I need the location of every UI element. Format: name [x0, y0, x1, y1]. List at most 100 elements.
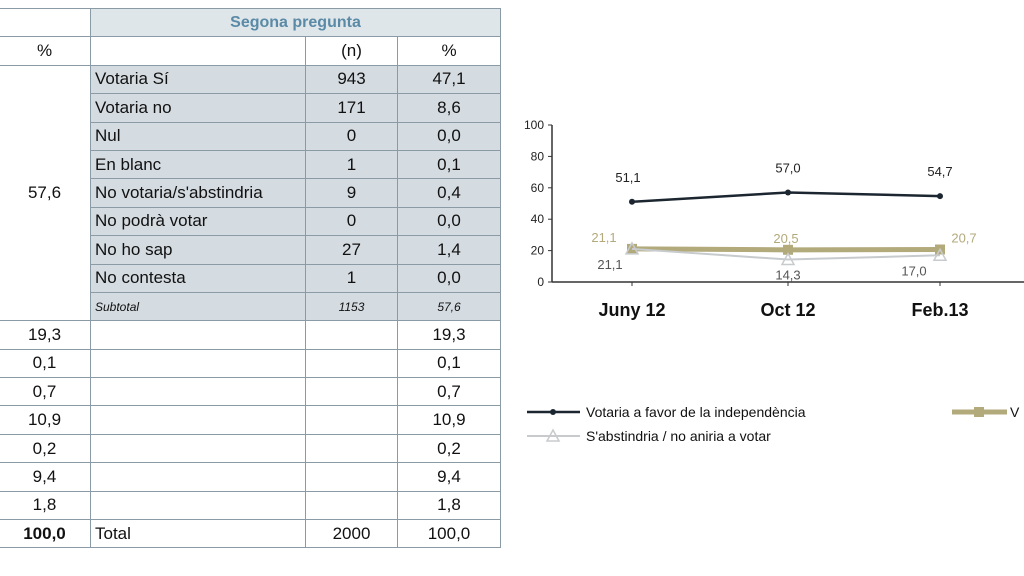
subtotal-count: 1153 — [305, 291, 398, 322]
row-percent-right: 19,3 — [397, 320, 501, 350]
survey-table: Segona pregunta% (n)% 57,6 Votaria Sí 943 47,… — [0, 7, 501, 549]
y-tick-label: 40 — [531, 212, 545, 226]
line-chart-svg: 0 20 40 60 80 100 Juny 12 Oct 12 Feb.13 51,1 57,0 5… — [524, 118, 1024, 444]
answer-label: Nul — [90, 121, 306, 151]
row-percent-right: 0,1 — [397, 348, 501, 379]
header-empty-cell — [0, 7, 91, 38]
table-row: Votaria no 171 8,6 — [0, 93, 501, 123]
answer-count: 9 — [305, 178, 398, 208]
answer-percent: 0,0 — [397, 121, 501, 151]
column-header: (n) — [305, 36, 398, 66]
row-empty-label — [90, 490, 306, 521]
table-row: No contesta 1 0,0 — [0, 263, 501, 293]
data-point — [629, 198, 635, 205]
answer-label: No podrà votar — [90, 206, 306, 237]
subtotal-percent: 57,6 — [397, 291, 501, 322]
answer-count: 1 — [305, 149, 398, 180]
table-row: No votaria/s'abstindria 9 0,4 — [0, 178, 501, 208]
answer-label: En blanc — [90, 149, 306, 180]
x-tick-label: Juny 12 — [598, 300, 665, 320]
answer-count: 27 — [305, 235, 398, 265]
data-label: 51,1 — [615, 170, 640, 185]
x-tick-label: Oct 12 — [760, 300, 815, 320]
legend-label: V — [1010, 404, 1020, 420]
legend-marker — [974, 407, 984, 417]
data-label: 14,3 — [775, 268, 800, 283]
row-percent-left: 0,1 — [0, 348, 91, 379]
row-empty-label — [90, 320, 306, 350]
answer-label: No contesta — [90, 263, 306, 293]
total-row: 100,0 Total 2000 100,0 — [0, 519, 501, 549]
data-label: 20,7 — [951, 231, 976, 246]
total-label: Total — [90, 519, 306, 549]
row-empty-label — [90, 433, 306, 464]
row-percent-right: 9,4 — [397, 462, 501, 492]
row-percent-left: 19,3 — [0, 320, 91, 350]
answer-percent: 47,1 — [397, 64, 501, 95]
y-tick-label: 60 — [531, 181, 545, 195]
column-header: % — [0, 36, 91, 66]
legend-marker — [550, 409, 556, 415]
row-empty-label — [90, 377, 306, 407]
answer-label: Votaria no — [90, 93, 306, 123]
table-row: 10,9 10,9 — [0, 405, 501, 435]
table-row: 57,6 Votaria Sí 943 47,1 — [0, 64, 501, 322]
answer-count: 0 — [305, 206, 398, 237]
row-percent-right: 10,9 — [397, 405, 501, 435]
data-point — [783, 244, 793, 255]
merged-percent: 57,6 — [0, 64, 91, 322]
table-row: 0,1 0,1 — [0, 348, 501, 379]
row-empty-count — [305, 377, 398, 407]
row-empty-count — [305, 433, 398, 464]
legend-label: Votaria a favor de la independència — [586, 404, 806, 420]
answer-percent: 0,0 — [397, 206, 501, 237]
table-row: 0,2 0,2 — [0, 433, 501, 464]
row-empty-count — [305, 320, 398, 350]
x-tick-label: Feb.13 — [911, 300, 968, 320]
answer-count: 943 — [305, 64, 398, 95]
data-label: 20,5 — [773, 231, 798, 246]
row-empty-label — [90, 462, 306, 492]
header-title: Segona pregunta — [90, 7, 501, 38]
total-percent-right: 100,0 — [397, 519, 501, 549]
row-empty-label — [90, 348, 306, 379]
row-empty-count — [305, 405, 398, 435]
table-row: 19,3 19,3 — [0, 320, 501, 350]
y-tick-label: 20 — [531, 244, 545, 258]
legend-marker — [545, 428, 561, 442]
data-label: 54,7 — [927, 164, 952, 179]
header-title-row: Segona pregunta — [0, 7, 501, 38]
table-row: No podrà votar 0 0,0 — [0, 206, 501, 237]
answer-percent: 1,4 — [397, 235, 501, 265]
answer-count: 1 — [305, 263, 398, 293]
y-tick-label: 80 — [531, 149, 545, 163]
data-point — [785, 189, 791, 196]
data-label: 17,0 — [901, 263, 926, 278]
table-row: Nul 0 0,0 — [0, 121, 501, 151]
row-percent-right: 0,7 — [397, 377, 501, 407]
table-row: 1,8 1,8 — [0, 490, 501, 521]
row-percent-right: 0,2 — [397, 433, 501, 464]
legend-label: S'abstindria / no aniria a votar — [586, 428, 771, 444]
row-empty-label — [90, 405, 306, 435]
table-row: No ho sap 27 1,4 — [0, 235, 501, 265]
answer-percent: 0,4 — [397, 178, 501, 208]
row-empty-count — [305, 490, 398, 521]
data-label: 57,0 — [775, 161, 800, 176]
line-chart: 0 20 40 60 80 100 Juny 12 Oct 12 Feb.13 51,1 57,0 5… — [512, 100, 1024, 460]
answer-count: 0 — [305, 121, 398, 151]
answer-count: 171 — [305, 93, 398, 123]
answer-percent: 0,1 — [397, 149, 501, 180]
column-header: % — [397, 36, 501, 66]
row-percent-left: 0,2 — [0, 433, 91, 464]
total-count: 2000 — [305, 519, 398, 549]
survey-table-container: Segona pregunta% (n)% 57,6 Votaria Sí 943 47,… — [0, 7, 502, 558]
data-label: 21,1 — [591, 230, 616, 245]
subtotal-row: Subtotal 1153 57,6 — [0, 291, 501, 322]
answer-label: No votaria/s'abstindria — [90, 178, 306, 208]
answer-label: Votaria Sí — [90, 64, 306, 95]
table-row: 0,7 0,7 — [0, 377, 501, 407]
row-percent-left: 9,4 — [0, 462, 91, 492]
total-percent-left: 100,0 — [0, 519, 91, 549]
answer-label: No ho sap — [90, 235, 306, 265]
